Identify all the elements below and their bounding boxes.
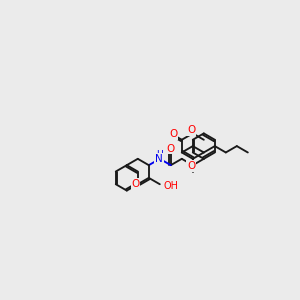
Text: H: H	[156, 151, 162, 160]
Text: O: O	[131, 179, 140, 189]
Text: O: O	[187, 125, 195, 135]
Text: OH: OH	[164, 181, 178, 191]
Text: O: O	[167, 144, 175, 154]
Text: O: O	[187, 161, 195, 171]
Text: O: O	[169, 129, 177, 139]
Text: N: N	[155, 154, 163, 164]
